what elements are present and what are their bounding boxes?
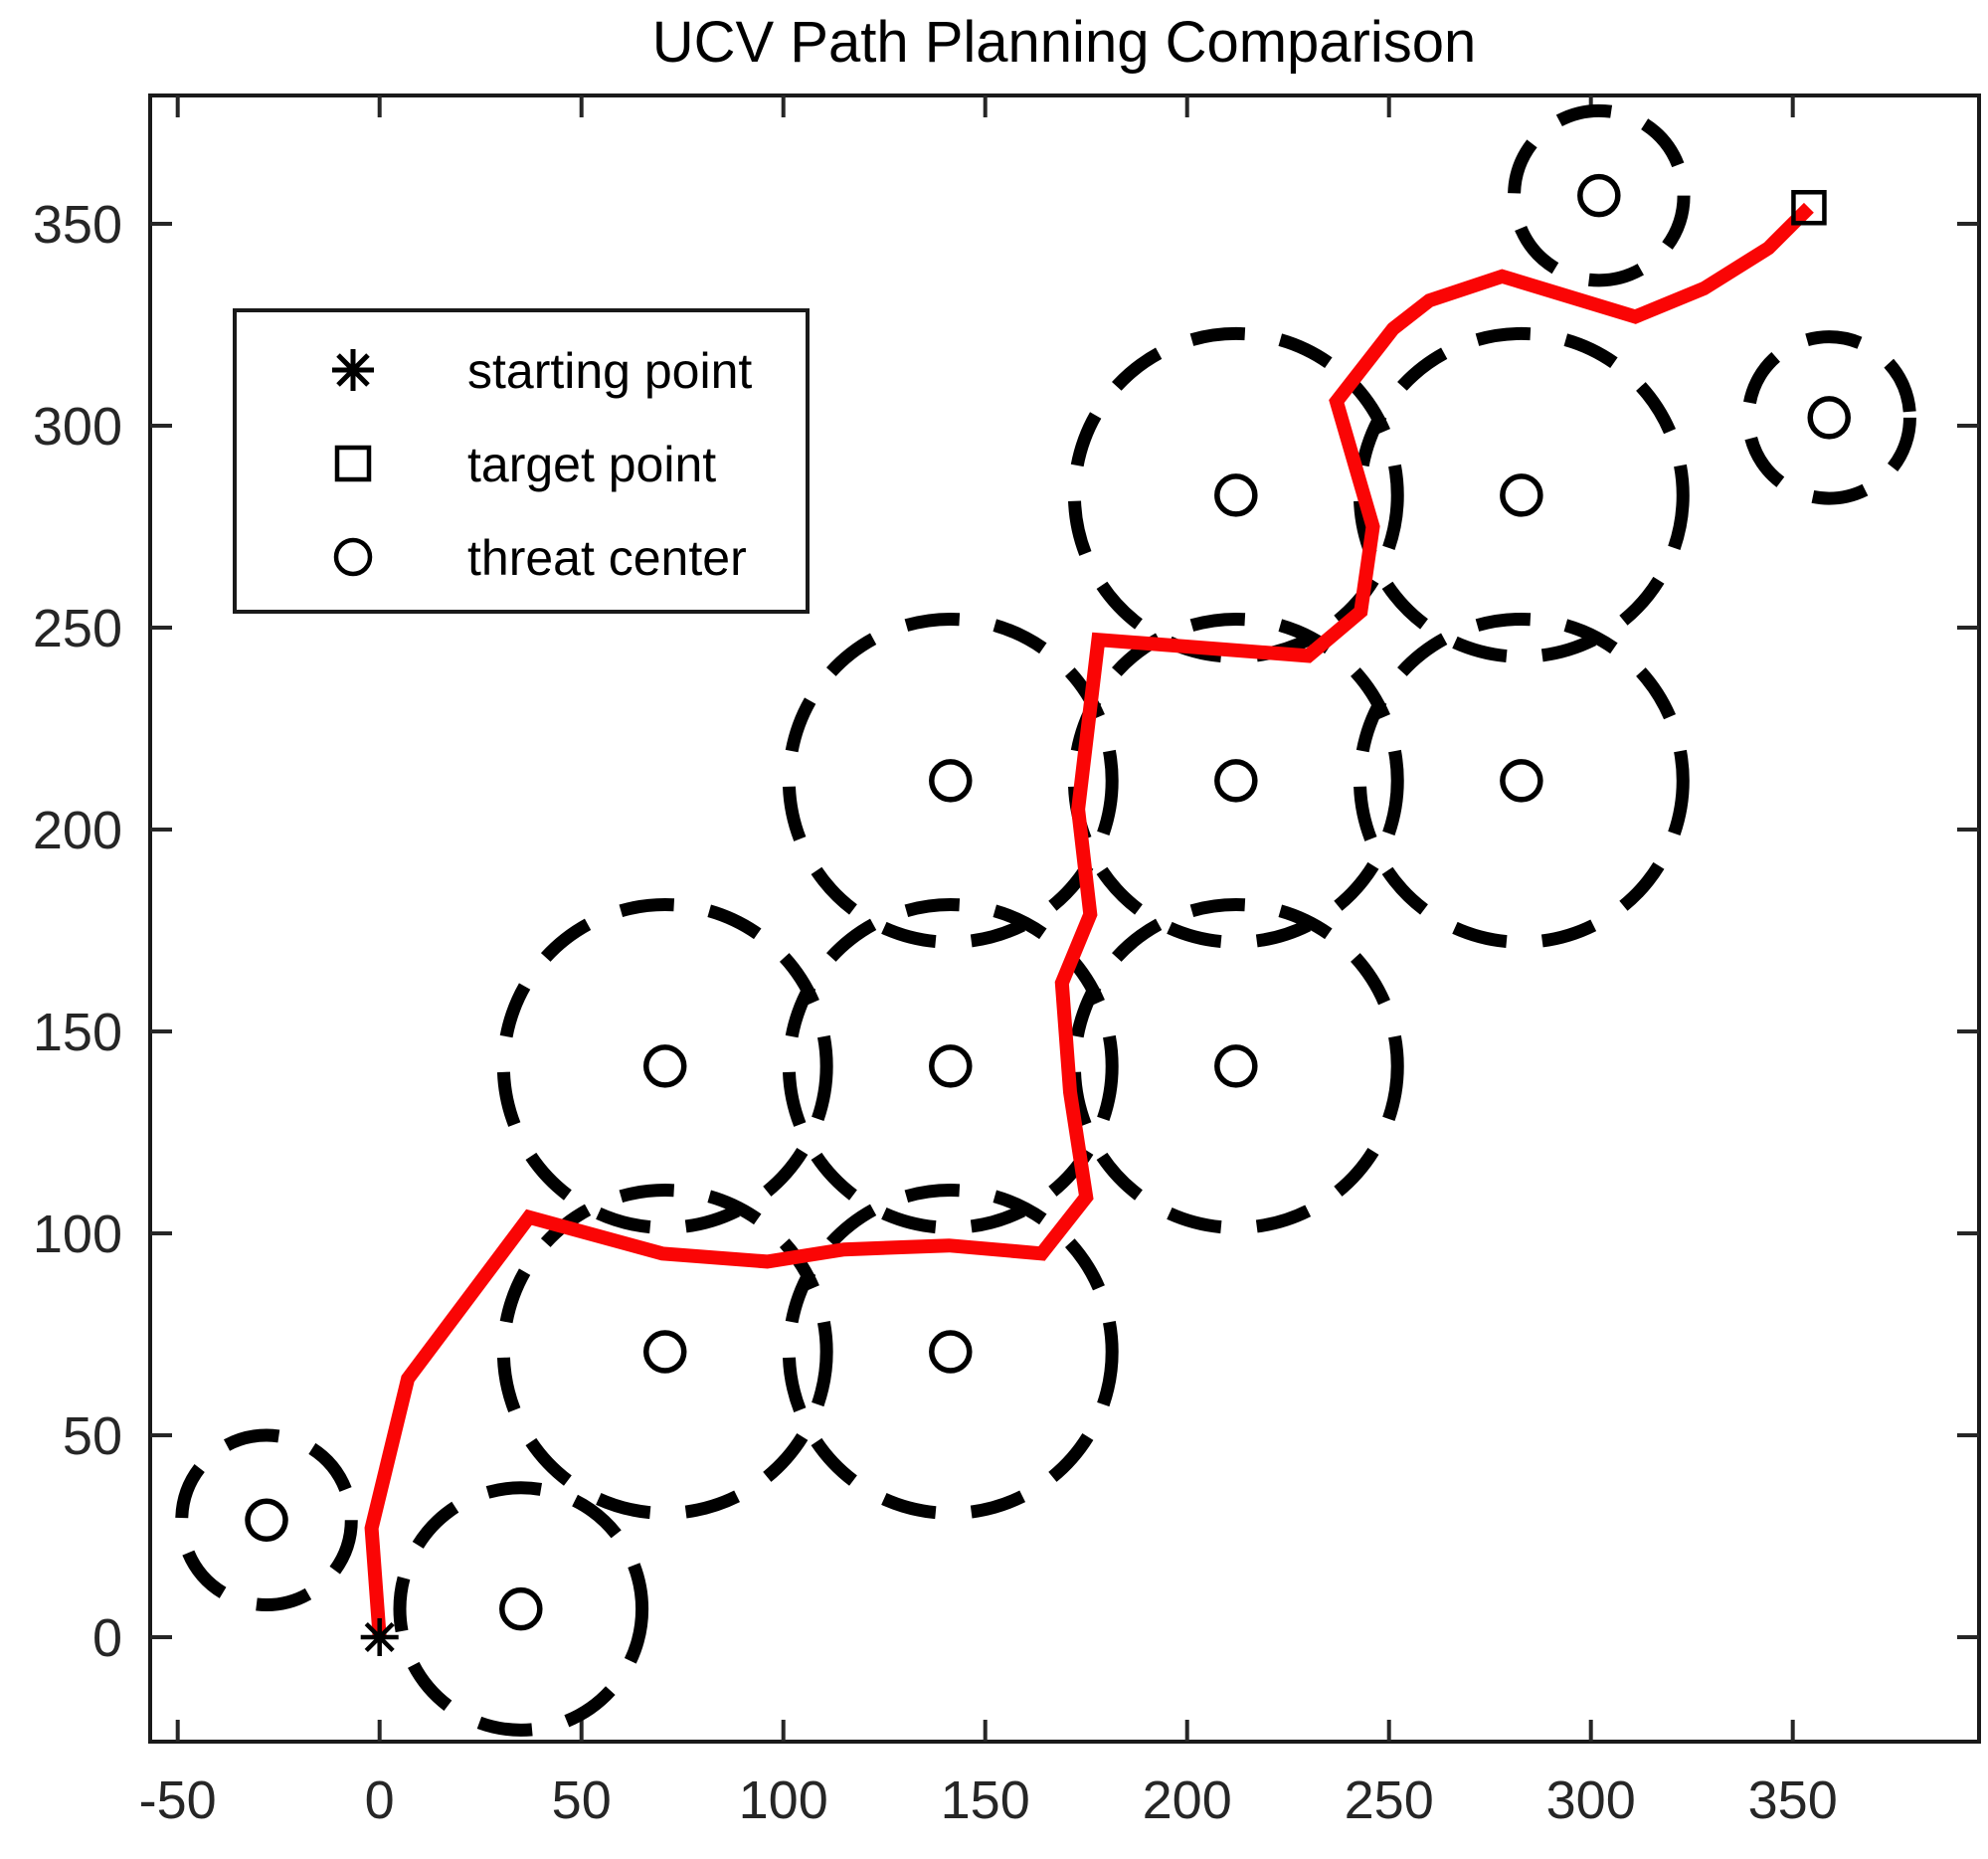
x-tick-label: 200 bbox=[1143, 1770, 1232, 1830]
threat-center-marker bbox=[642, 1330, 687, 1374]
y-tick-label: 350 bbox=[33, 195, 122, 255]
start-point-marker bbox=[360, 1618, 399, 1656]
threat-center-marker bbox=[499, 1586, 543, 1631]
x-tick-label: 100 bbox=[739, 1770, 828, 1830]
y-tick-label: 150 bbox=[33, 1003, 122, 1062]
threat-ring bbox=[175, 1428, 358, 1612]
x-tick-label: 350 bbox=[1748, 1770, 1838, 1830]
threat-center-marker bbox=[929, 1330, 973, 1374]
threat-center-marker bbox=[245, 1498, 288, 1543]
chart-title: UCV Path Planning Comparison bbox=[652, 10, 1477, 75]
threat-circles bbox=[175, 103, 1916, 1737]
threat-center-marker bbox=[1214, 473, 1258, 517]
threat-ring bbox=[1353, 612, 1690, 949]
endpoint-markers bbox=[360, 190, 1827, 1656]
threat-ring bbox=[1353, 326, 1690, 663]
asterisk-icon bbox=[332, 349, 374, 391]
threat-ring bbox=[782, 898, 1119, 1234]
axis-tick-labels: -50 0 50 100 150 200 250 300 350 0 50 100 150 200 250 3… bbox=[33, 195, 1838, 1830]
legend-label-threat-center: threat center bbox=[467, 530, 747, 586]
threat-ring bbox=[496, 1184, 833, 1520]
y-tick-label: 300 bbox=[33, 397, 122, 457]
x-tick-label: 250 bbox=[1345, 1770, 1434, 1830]
threat-ring bbox=[496, 898, 833, 1234]
x-tick-label: 150 bbox=[941, 1770, 1030, 1830]
threat-ring bbox=[1508, 103, 1691, 287]
threat-ring bbox=[1067, 898, 1404, 1234]
y-tick-label: 100 bbox=[33, 1205, 122, 1264]
threat-ring bbox=[1067, 326, 1404, 663]
threat-center-marker bbox=[1214, 1044, 1258, 1088]
planned-path-group bbox=[364, 202, 1814, 1638]
threat-center-marker bbox=[1214, 759, 1258, 803]
threat-center-marker bbox=[929, 759, 973, 803]
x-tick-label: 300 bbox=[1546, 1770, 1636, 1830]
threat-ring bbox=[393, 1481, 649, 1737]
circle-icon bbox=[333, 537, 373, 577]
threat-center-marker bbox=[1577, 173, 1621, 218]
x-tick-label: 0 bbox=[365, 1770, 395, 1830]
threat-ring bbox=[1067, 612, 1404, 949]
y-tick-label: 0 bbox=[92, 1608, 122, 1668]
asterisk-spoke bbox=[364, 1621, 395, 1653]
axis-ticks bbox=[150, 95, 1979, 1742]
threat-center-marker bbox=[1500, 473, 1543, 517]
x-tick-label: -50 bbox=[139, 1770, 217, 1830]
y-tick-label: 250 bbox=[33, 599, 122, 658]
threat-center-marker bbox=[642, 1044, 687, 1088]
y-tick-label: 200 bbox=[33, 801, 122, 860]
legend-label-target-point: target point bbox=[467, 437, 716, 492]
threat-ring bbox=[1741, 330, 1916, 505]
square-icon bbox=[334, 445, 372, 482]
threat-ring bbox=[782, 1184, 1119, 1520]
threat-center-marker bbox=[929, 1044, 973, 1088]
threat-ring bbox=[782, 612, 1119, 949]
legend-box bbox=[233, 308, 810, 614]
legend: starting point target point threat cente… bbox=[233, 308, 810, 614]
x-tick-label: 50 bbox=[552, 1770, 612, 1830]
threat-center-marker bbox=[1500, 759, 1543, 803]
legend-label-starting-point: starting point bbox=[467, 343, 752, 399]
planned-path bbox=[364, 202, 1814, 1638]
y-tick-label: 50 bbox=[63, 1406, 122, 1466]
threat-center-marker bbox=[1807, 396, 1851, 440]
target-point-marker bbox=[1791, 190, 1827, 226]
